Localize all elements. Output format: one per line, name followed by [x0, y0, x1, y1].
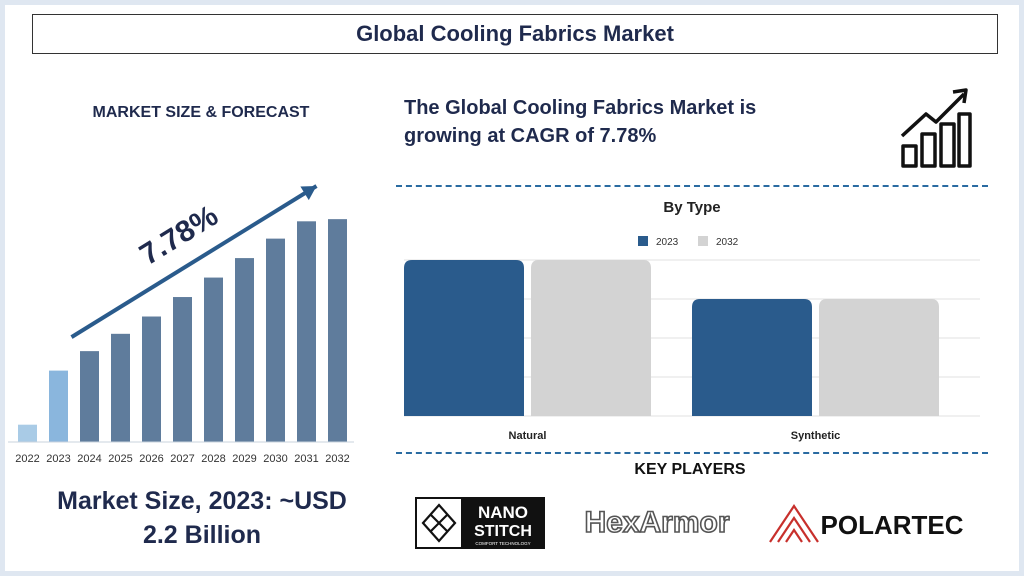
forecast-xtick-2022: 2022: [15, 453, 39, 465]
key-players-title: KEY PLAYERS: [634, 461, 746, 478]
by-type-xtick-natural: Natural: [509, 430, 547, 442]
by-type-bar-synthetic-2023: [692, 299, 812, 416]
divider-top: [396, 185, 988, 187]
market-size-line-1: Market Size, 2023: ~USD: [57, 487, 347, 515]
cagr-line-1: The Global Cooling Fabrics Market is: [404, 97, 757, 119]
by-type-bar-synthetic-2032: [819, 299, 939, 416]
legend-label-2032: 2032: [716, 237, 739, 248]
forecast-xtick-2029: 2029: [232, 453, 256, 465]
hexarmor-logo: HexArmor: [584, 505, 731, 540]
growth-icon-bar-3: [939, 122, 956, 168]
forecast-bar-2027: [173, 297, 192, 442]
nanostitch-tagline: COMFORT TECHNOLOGY: [475, 541, 530, 546]
forecast-bar-2026: [142, 316, 161, 442]
growth-icon-bar-4: [957, 112, 972, 168]
market-size-line-2: 2.2 Billion: [142, 521, 262, 549]
nanostitch-logo: NANO STITCH COMFORT TECHNOLOGY: [415, 497, 545, 549]
forecast-trend-arrow: [70, 184, 318, 339]
market-size-text: Market Size, 2023: ~USD 2.2 Billion: [12, 484, 392, 552]
polartec-logo: POLARTEC: [769, 504, 964, 543]
growth-icon-bar-1: [901, 144, 918, 168]
by-type-title: By Type: [663, 199, 720, 216]
cagr-line-2: growing at CAGR of 7.78%: [404, 125, 657, 147]
forecast-xtick-2025: 2025: [108, 453, 132, 465]
forecast-xtick-2032: 2032: [325, 453, 349, 465]
market-size-heading: MARKET SIZE & FORECAST: [92, 104, 310, 121]
legend-swatch-2032: [698, 236, 708, 246]
polartec-wordmark: POLARTEC: [821, 510, 964, 540]
forecast-xtick-2023: 2023: [46, 453, 70, 465]
forecast-xtick-2028: 2028: [201, 453, 225, 465]
forecast-bar-2025: [111, 333, 130, 442]
by-type-bar-natural-2023: [404, 260, 524, 416]
nanostitch-line-1: NANO: [478, 503, 528, 522]
forecast-bar-2023: [49, 370, 68, 442]
legend-swatch-2023: [638, 236, 648, 246]
forecast-bar-2024: [80, 351, 99, 442]
hexarmor-wordmark: HexArmor: [584, 506, 729, 539]
forecast-bar-2028: [204, 277, 223, 442]
growth-icon-arrowhead: [952, 88, 968, 104]
forecast-xtick-2030: 2030: [263, 453, 287, 465]
forecast-bar-2031: [297, 221, 316, 442]
growth-icon-trend: [900, 92, 966, 138]
page-title: Global Cooling Fabrics Market: [356, 21, 674, 46]
cagr-statement: The Global Cooling Fabrics Market is gro…: [404, 94, 854, 150]
growth-icon-bar-2: [920, 132, 937, 168]
divider-bottom: [396, 452, 988, 454]
forecast-bar-2022: [18, 424, 37, 442]
nanostitch-line-2: STITCH: [474, 523, 532, 540]
forecast-bar-2032: [328, 219, 347, 442]
forecast-cagr-label: 7.78%: [134, 199, 224, 272]
by-type-xtick-synthetic: Synthetic: [791, 430, 841, 442]
market-forecast-chart: 2022 2023 2024 2025 2026 2027 2028 2029 2030 2031…: [8, 184, 354, 465]
forecast-arrowhead: [300, 186, 317, 201]
forecast-bar-2030: [266, 238, 285, 442]
polartec-mark-icon: [769, 504, 819, 543]
title-box: Global Cooling Fabrics Market: [32, 14, 998, 54]
by-type-bar-natural-2032: [531, 260, 651, 416]
growth-chart-icon: [900, 88, 972, 168]
forecast-bar-2029: [235, 258, 254, 442]
forecast-xtick-2024: 2024: [77, 453, 101, 465]
forecast-xtick-2031: 2031: [294, 453, 318, 465]
forecast-xtick-2026: 2026: [139, 453, 163, 465]
by-type-chart: By Type 2023 2032 Natural Synthetic: [404, 199, 980, 442]
forecast-xtick-2027: 2027: [170, 453, 194, 465]
legend-label-2023: 2023: [656, 237, 679, 248]
